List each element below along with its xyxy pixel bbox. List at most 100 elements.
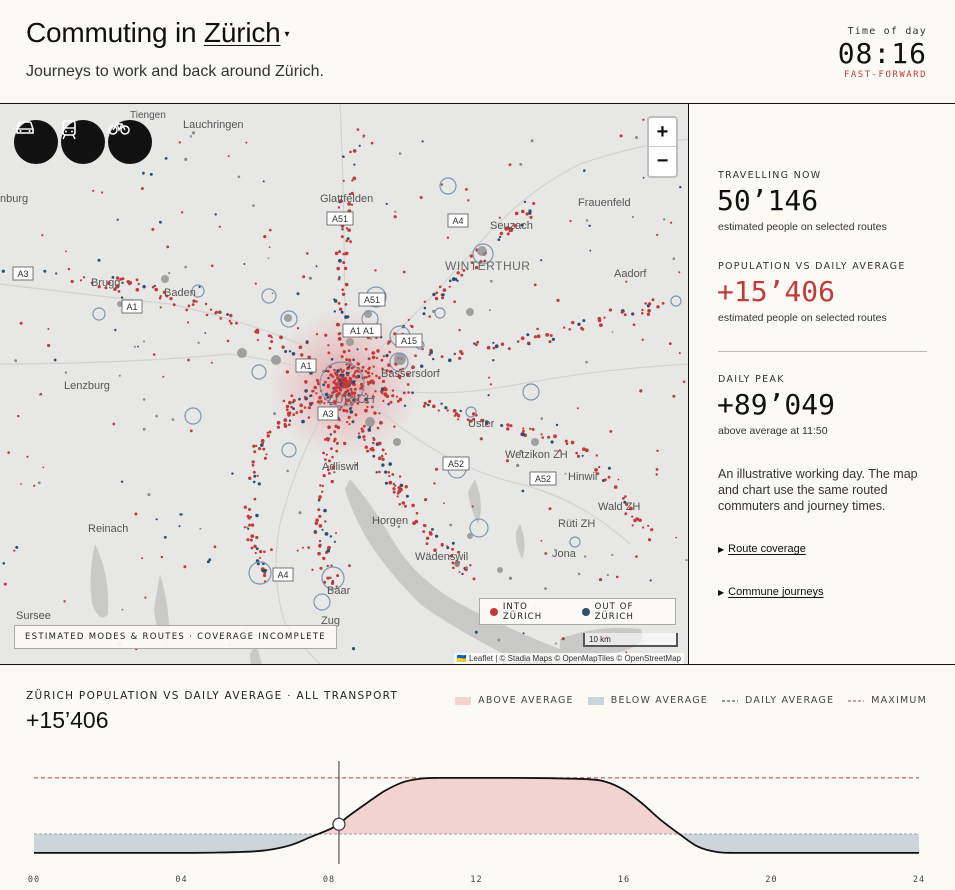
city-selector-link[interactable]: Zürich (203, 17, 281, 48)
commuter-dot (256, 474, 259, 477)
commuter-dot (296, 292, 300, 296)
train-mode-button[interactable] (61, 120, 105, 164)
commuter-dot (423, 401, 427, 406)
commuter-dot (322, 383, 326, 387)
population-chart[interactable]: 00 04 08 12 16 20 24 (0, 665, 955, 890)
commuter-dot (522, 429, 525, 433)
commuter-dot (361, 429, 365, 433)
commuter-dot (331, 391, 334, 395)
commuter-dot (362, 435, 366, 439)
commuter-dot (299, 403, 304, 408)
zoom-in-button[interactable]: + (649, 118, 676, 147)
commuter-dot (283, 418, 288, 423)
commuter-dot (563, 326, 566, 329)
commuter-dot (321, 484, 324, 488)
commuter-dot (564, 439, 568, 443)
commuter-dot (243, 505, 247, 509)
commuter-dot (388, 350, 392, 354)
commuter-dot (184, 265, 187, 269)
bike-mode-button[interactable] (108, 120, 152, 164)
commuter-dot (668, 342, 672, 345)
commuter-dot (345, 409, 349, 413)
car-mode-button[interactable] (14, 120, 58, 164)
cursor-handle[interactable] (332, 817, 346, 831)
commuter-dot (137, 345, 139, 348)
commuter-dot (342, 179, 345, 182)
commuter-dot (391, 394, 395, 398)
commuter-dot (442, 288, 447, 292)
commuter-dot (301, 419, 305, 424)
station-marker (271, 355, 281, 365)
commuter-dot (582, 319, 586, 323)
map-canvas[interactable]: Tiengen Lauchringen Glattfelden Frauenfeld S… (0, 104, 689, 664)
commuter-dot (519, 162, 523, 166)
zoom-out-button[interactable]: − (656, 150, 669, 172)
commuter-dot (368, 381, 372, 385)
commuter-dot (327, 468, 330, 472)
commuter-dot (452, 566, 455, 570)
road-shield: A1 (295, 358, 317, 373)
commuter-dot (337, 206, 341, 209)
route-coverage-link[interactable]: ▶ Route coverage (718, 543, 806, 555)
commuter-dot (142, 398, 146, 401)
commuter-dot (343, 266, 348, 271)
commuter-dot (398, 152, 402, 155)
commuter-dot (64, 371, 68, 374)
commuter-dot (472, 417, 476, 421)
commuter-dot (352, 374, 356, 378)
commuter-dot (317, 551, 321, 556)
commuter-dot (142, 427, 146, 431)
commuter-dot (371, 372, 374, 375)
commuter-dot (603, 478, 607, 482)
fast-forward-button[interactable]: FAST-FORWARD (843, 70, 927, 80)
commuter-dot (513, 224, 517, 228)
commuter-dot (304, 389, 308, 393)
commuter-dot (350, 203, 354, 206)
lake-shape (345, 479, 577, 664)
commuter-dot (250, 546, 254, 550)
commuter-dot (334, 371, 338, 375)
commuter-dot (253, 544, 257, 548)
route-coverage-label[interactable]: Route coverage (728, 543, 806, 555)
commuter-dot (454, 277, 458, 281)
commuter-dot (388, 474, 391, 478)
commuter-dot (266, 431, 269, 434)
commuter-dot (253, 450, 257, 454)
commuter-dot (440, 183, 443, 186)
commuter-dot (398, 503, 402, 506)
commuter-dot (583, 169, 586, 172)
station-ring (465, 406, 477, 418)
commuter-dot (288, 423, 291, 427)
chart-title: ZÜRICH POPULATION VS DAILY AVERAGE · ALL… (26, 690, 399, 702)
commuter-dot (63, 600, 66, 603)
commuter-dot (314, 521, 319, 526)
commuter-dot (385, 354, 389, 358)
commuter-dot (357, 394, 360, 397)
commune-journeys-link[interactable]: ▶ Commune journeys (718, 586, 824, 598)
commuter-dot (254, 330, 258, 334)
commuter-dot (261, 441, 265, 445)
svg-text:A1: A1 (126, 302, 137, 312)
commuter-dot (115, 276, 120, 280)
page-subtitle: Journeys to work and back around Zürich. (26, 63, 324, 80)
commuter-dot (326, 465, 329, 468)
commuter-dot (373, 411, 377, 415)
commune-journeys-label[interactable]: Commune journeys (728, 586, 824, 598)
map[interactable]: Tiengen Lauchringen Glattfelden Frauenfeld S… (0, 104, 689, 664)
commuter-dot (615, 575, 619, 579)
road-shield: A1 A1 (342, 323, 382, 338)
commuter-dot (607, 466, 611, 470)
commuter-dot (79, 279, 83, 282)
commuter-dot (407, 391, 410, 394)
commuter-dot (270, 340, 274, 344)
commuter-dot (327, 425, 331, 430)
commuter-dot (351, 179, 354, 182)
map-attribution[interactable]: 🇺🇦 Leaflet | © Stadia Maps © OpenMapTile… (453, 653, 684, 664)
commuter-dot (432, 357, 435, 361)
commuter-dot (358, 144, 361, 147)
commuter-dot (336, 369, 340, 373)
commuter-dot (540, 539, 543, 542)
commuter-dot (376, 349, 380, 353)
svg-text:A51: A51 (332, 214, 348, 224)
chevron-down-icon[interactable]: ▾ (284, 29, 290, 41)
